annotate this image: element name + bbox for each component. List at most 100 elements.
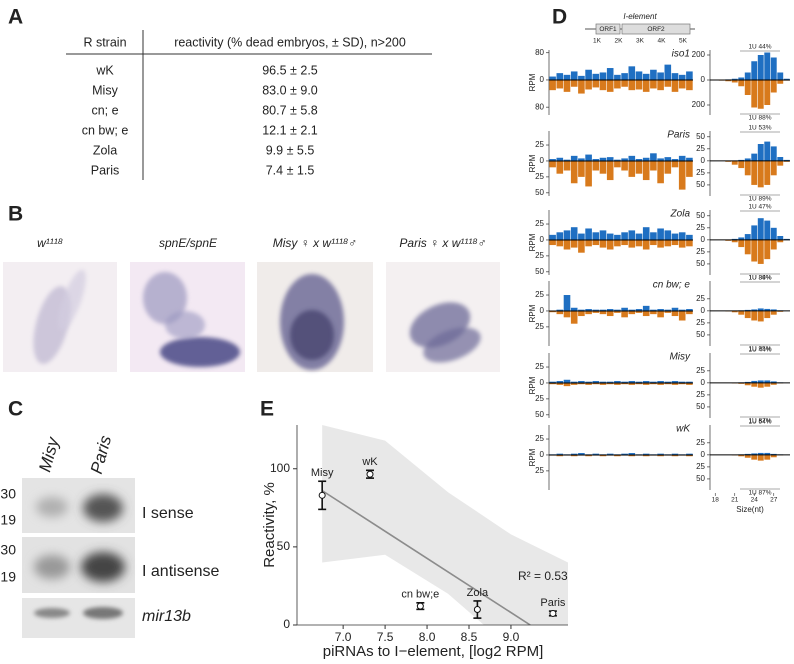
bar: [563, 239, 571, 250]
bar: [757, 382, 764, 388]
bar: [770, 310, 777, 315]
bar: [744, 160, 751, 176]
y-tick-label: 0: [701, 156, 706, 165]
band: [81, 552, 125, 582]
y-tick-label: 25: [696, 462, 705, 471]
uridine-label: 1U 87%: [748, 418, 771, 425]
image-label: w¹¹¹⁸: [37, 236, 63, 250]
y-tick-label: 25: [696, 247, 705, 256]
bar: [751, 382, 758, 387]
bar: [671, 453, 679, 455]
bar: [563, 379, 571, 383]
column-header: reactivity (% dead embryos, ± SD), n>200: [174, 35, 406, 49]
x-axis-label: Size(nt): [736, 505, 764, 514]
bar: [738, 237, 745, 240]
y-tick-label: 50: [696, 180, 705, 189]
bar: [628, 382, 636, 385]
bar: [570, 453, 578, 455]
bar: [592, 73, 600, 80]
image-label: Paris ♀ x w¹¹¹⁸♂: [399, 236, 486, 250]
bar: [678, 382, 686, 385]
y-tick-label: 25: [696, 438, 705, 447]
blot: [22, 598, 135, 638]
bar: [686, 310, 693, 315]
bar: [635, 382, 643, 385]
bar: [678, 160, 686, 190]
bar: [585, 309, 592, 311]
blots: [22, 478, 135, 638]
bar: [770, 227, 777, 240]
bar: [599, 230, 607, 240]
bar: [650, 381, 657, 383]
bar: [628, 155, 636, 161]
bar: [635, 239, 643, 247]
bar: [671, 160, 679, 168]
bar: [686, 79, 693, 91]
bar: [635, 233, 643, 240]
bar: [770, 80, 777, 93]
bar: [628, 79, 636, 91]
bar: [621, 382, 628, 385]
bar: [770, 454, 777, 458]
bar: [671, 454, 679, 457]
reactivity-cell: 12.1 ± 2.1: [262, 123, 318, 137]
bar: [744, 158, 751, 161]
column-header: R strain: [83, 35, 126, 49]
bar: [650, 310, 657, 315]
y-tick-label: 25: [535, 219, 544, 228]
bar: [650, 153, 657, 161]
panel-name: wK: [676, 424, 691, 435]
y-tick-label: 80: [535, 102, 544, 111]
bar: [751, 153, 758, 161]
bar: [744, 72, 751, 80]
bar: [599, 309, 607, 311]
bar: [570, 71, 578, 80]
bar: [764, 382, 771, 387]
band: [83, 494, 123, 522]
bar: [556, 73, 564, 80]
bar: [556, 454, 564, 457]
bar: [621, 307, 628, 311]
bar: [549, 159, 556, 161]
bar: [770, 309, 777, 311]
panel-letter: E: [260, 398, 274, 421]
bar: [770, 57, 777, 80]
y-tick-label: 25: [535, 290, 544, 299]
orf-label: ORF1: [599, 26, 617, 33]
bar: [606, 453, 614, 455]
bar: [621, 239, 628, 246]
y-tick-label: 0: [701, 306, 706, 315]
strain-cell: wK: [95, 63, 114, 77]
bar: [642, 79, 650, 92]
size-marker: 19: [0, 512, 16, 528]
uridine-label: 1U 88%: [748, 115, 771, 122]
bar: [628, 66, 636, 80]
bar: [614, 454, 621, 457]
bar: [585, 160, 592, 187]
y-tick-label: 25: [535, 394, 544, 403]
bar: [642, 382, 650, 385]
bar: [592, 160, 600, 171]
bar: [650, 160, 657, 171]
strain-cell: Zola: [93, 143, 117, 157]
bar: [642, 73, 650, 80]
uridine-label: 1U 84%: [748, 275, 771, 282]
reactivity-cell: 83.0 ± 9.0: [262, 83, 318, 97]
bar: [650, 69, 657, 80]
bar: [686, 309, 693, 311]
bar: [764, 52, 771, 80]
bar: [556, 239, 564, 247]
uridine-label: 1U 44%: [748, 44, 771, 51]
bar: [751, 61, 758, 80]
bar: [621, 310, 628, 318]
probe-label: I antisense: [142, 563, 219, 580]
bar: [556, 382, 564, 385]
y-tick-label: 0: [540, 75, 545, 84]
bar: [578, 158, 585, 161]
y-tick-label: 25: [535, 251, 544, 260]
bar: [686, 382, 693, 385]
bar: [578, 310, 585, 317]
bar: [578, 453, 585, 455]
bar: [614, 381, 621, 383]
kb-label: 5K: [679, 38, 688, 45]
